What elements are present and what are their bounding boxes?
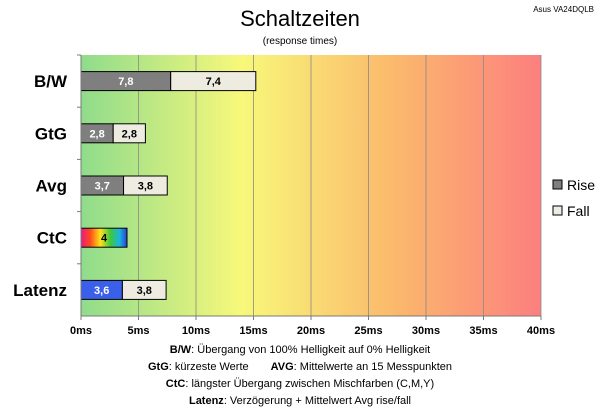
x-tick-label: 20ms xyxy=(297,325,325,337)
monitor-model-label: Asus VA24DQLB xyxy=(533,5,594,14)
footnotes: B/W: Übergang von 100% Helligkeit auf 0%… xyxy=(0,342,600,410)
fall-value-label: 3,8 xyxy=(137,285,152,297)
footnote-key: GtG xyxy=(147,361,169,373)
rise-value-label: 2,8 xyxy=(89,128,104,140)
footnote-key: CtC xyxy=(165,378,186,390)
x-tick-label: 0ms xyxy=(70,325,92,337)
footnote-key: AVG xyxy=(270,361,294,373)
chart-title: Schaltzeiten xyxy=(240,6,360,31)
legend-label: Fall xyxy=(567,203,590,219)
legend-swatch xyxy=(552,179,563,190)
rise-value-label: 3,6 xyxy=(94,285,109,297)
footnote-latenz: Latenz: Verzögerung + Mittelwert Avg ris… xyxy=(0,393,600,410)
x-tick-label: 15ms xyxy=(239,325,267,337)
legend-label: Rise xyxy=(567,177,595,193)
rise-value-label: 3,7 xyxy=(95,181,110,193)
footnote-text: : Übergang von 100% Helligkeit auf 0% He… xyxy=(191,344,431,356)
chart-subtitle: (response times) xyxy=(262,36,338,47)
fall-value-label: 3,8 xyxy=(138,181,153,193)
y-category-label: CtC xyxy=(37,229,67,248)
footnote-text: : Mittelwerte an 15 Messpunkten xyxy=(293,361,453,373)
legend-swatch xyxy=(552,205,563,216)
footnote-text: : kürzeste Werte xyxy=(168,361,249,373)
rise-value-label: 4 xyxy=(101,233,108,245)
plot-area: 7,8 7,4 2,8 2,8 3,7 3,8 4 3,6 3,8 0ms 5ms 10ms 15ms… xyxy=(13,54,595,337)
footnote-bw: B/W: Übergang von 100% Helligkeit auf 0%… xyxy=(0,342,600,359)
y-category-label: Avg xyxy=(36,177,68,196)
fall-bar xyxy=(170,71,257,92)
fall-value-label: 2,8 xyxy=(122,128,137,140)
x-tick-label: 40ms xyxy=(527,325,555,337)
fall-bar xyxy=(112,123,146,144)
x-tick-label: 5ms xyxy=(127,325,149,337)
footnote-gtg-avg: GtG: kürzeste Werte AVG: Mittelwerte an 1… xyxy=(0,359,600,376)
fall-bar xyxy=(123,175,168,196)
footnote-key: Latenz xyxy=(188,395,224,407)
x-tick-label: 10ms xyxy=(182,325,210,337)
y-category-label: Latenz xyxy=(13,281,67,300)
footnote-ctc: CtC: längster Übergang zwischen Mischfar… xyxy=(0,376,600,393)
x-tick-label: 35ms xyxy=(469,325,497,337)
y-category-label: B/W xyxy=(34,72,68,91)
fall-value-label: 7,4 xyxy=(206,76,222,88)
fall-bar xyxy=(121,279,167,300)
footnote-text: : Verzögerung + Mittelwert Avg rise/fall xyxy=(223,395,412,407)
footnote-key: B/W xyxy=(169,344,192,356)
y-category-label: GtG xyxy=(35,124,67,143)
x-tick-label: 25ms xyxy=(354,325,382,337)
x-tick-label: 30ms xyxy=(412,325,440,337)
rise-value-label: 7,8 xyxy=(118,76,133,88)
footnote-text: : längster Übergang zwischen Mischfarben… xyxy=(185,378,435,390)
